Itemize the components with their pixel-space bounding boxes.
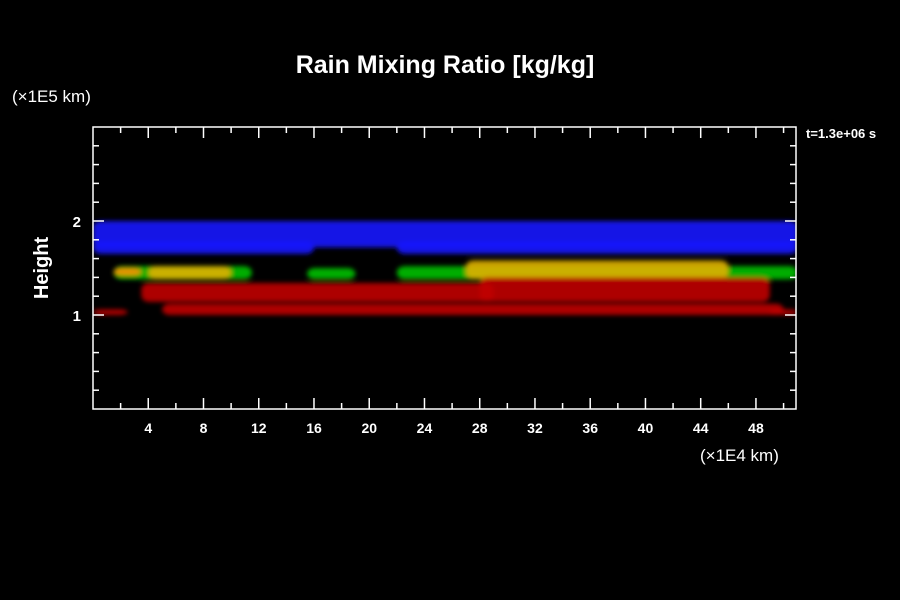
- region-green-4: [307, 268, 356, 280]
- region-red-10: [479, 277, 770, 302]
- region-yellow-7: [148, 266, 232, 280]
- x-tick-label: 44: [693, 420, 709, 436]
- x-tick-label: 20: [361, 420, 377, 436]
- y-unit-label: (×1E5 km): [12, 87, 91, 106]
- x-tick-label: 16: [306, 420, 322, 436]
- y-tick-labels: 12: [73, 214, 81, 325]
- region-red-12: [93, 309, 128, 315]
- region-red-13: [769, 309, 796, 315]
- x-tick-label: 4: [144, 420, 152, 436]
- y-tick-label: 2: [73, 214, 81, 231]
- x-tick-label: 40: [638, 420, 654, 436]
- x-tick-label: 48: [748, 420, 764, 436]
- x-tick-label: 12: [251, 420, 267, 436]
- region-red-9: [141, 283, 494, 302]
- x-axis-label: (×1E4 km): [700, 446, 779, 465]
- x-tick-label: 24: [417, 420, 433, 436]
- x-tick-label: 32: [527, 420, 543, 436]
- x-tick-labels: 4 8 12 16 20 24 28 32 36 40 44 48: [144, 420, 764, 436]
- chart-title: Rain Mixing Ratio [kg/kg]: [296, 51, 595, 79]
- region-yellow-8: [465, 260, 729, 280]
- x-tick-label: 28: [472, 420, 488, 436]
- time-label: t=1.3e+06 s: [806, 126, 876, 141]
- x-tick-label: 36: [582, 420, 598, 436]
- data-regions: [93, 221, 796, 315]
- region-orange-6: [113, 268, 142, 276]
- region-red-11: [162, 303, 784, 315]
- axis-ticks: [93, 127, 796, 409]
- region-blue-1: [93, 241, 314, 254]
- region-blue-0: [93, 221, 796, 248]
- plot-frame: [92, 126, 797, 410]
- y-tick-label: 1: [73, 308, 81, 325]
- region-blue-2: [396, 241, 796, 254]
- y-axis-label: Height: [31, 237, 53, 300]
- x-tick-label: 8: [200, 420, 208, 436]
